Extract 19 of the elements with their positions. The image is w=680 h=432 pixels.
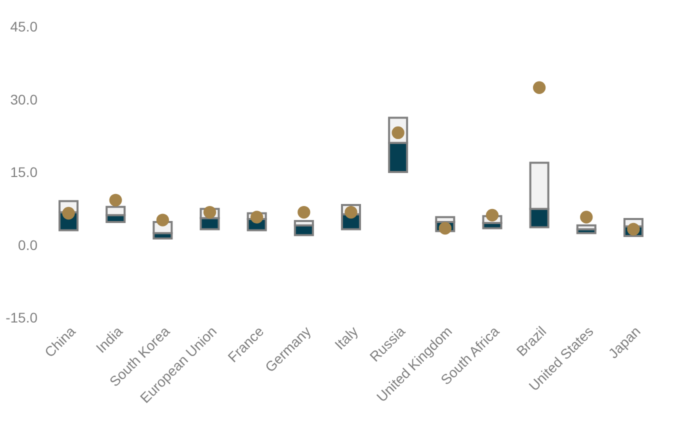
point bbox=[250, 210, 264, 224]
point bbox=[580, 210, 593, 224]
y-tick-label: 0.0 bbox=[18, 236, 38, 253]
point bbox=[627, 222, 640, 236]
point bbox=[298, 206, 310, 219]
point bbox=[62, 206, 75, 220]
point bbox=[486, 208, 499, 222]
point bbox=[344, 206, 358, 219]
point bbox=[156, 214, 170, 226]
y-tick-label: -15.0 bbox=[6, 310, 38, 326]
point bbox=[109, 194, 122, 206]
point bbox=[532, 81, 546, 94]
point bbox=[438, 222, 452, 235]
y-tick-label: 45.0 bbox=[10, 18, 38, 34]
y-tick-label: 15.0 bbox=[10, 164, 38, 180]
x-tick-label: Italy bbox=[331, 323, 361, 353]
point bbox=[203, 206, 216, 219]
y-tick-label: 30.0 bbox=[10, 91, 38, 108]
bar bbox=[576, 224, 596, 230]
